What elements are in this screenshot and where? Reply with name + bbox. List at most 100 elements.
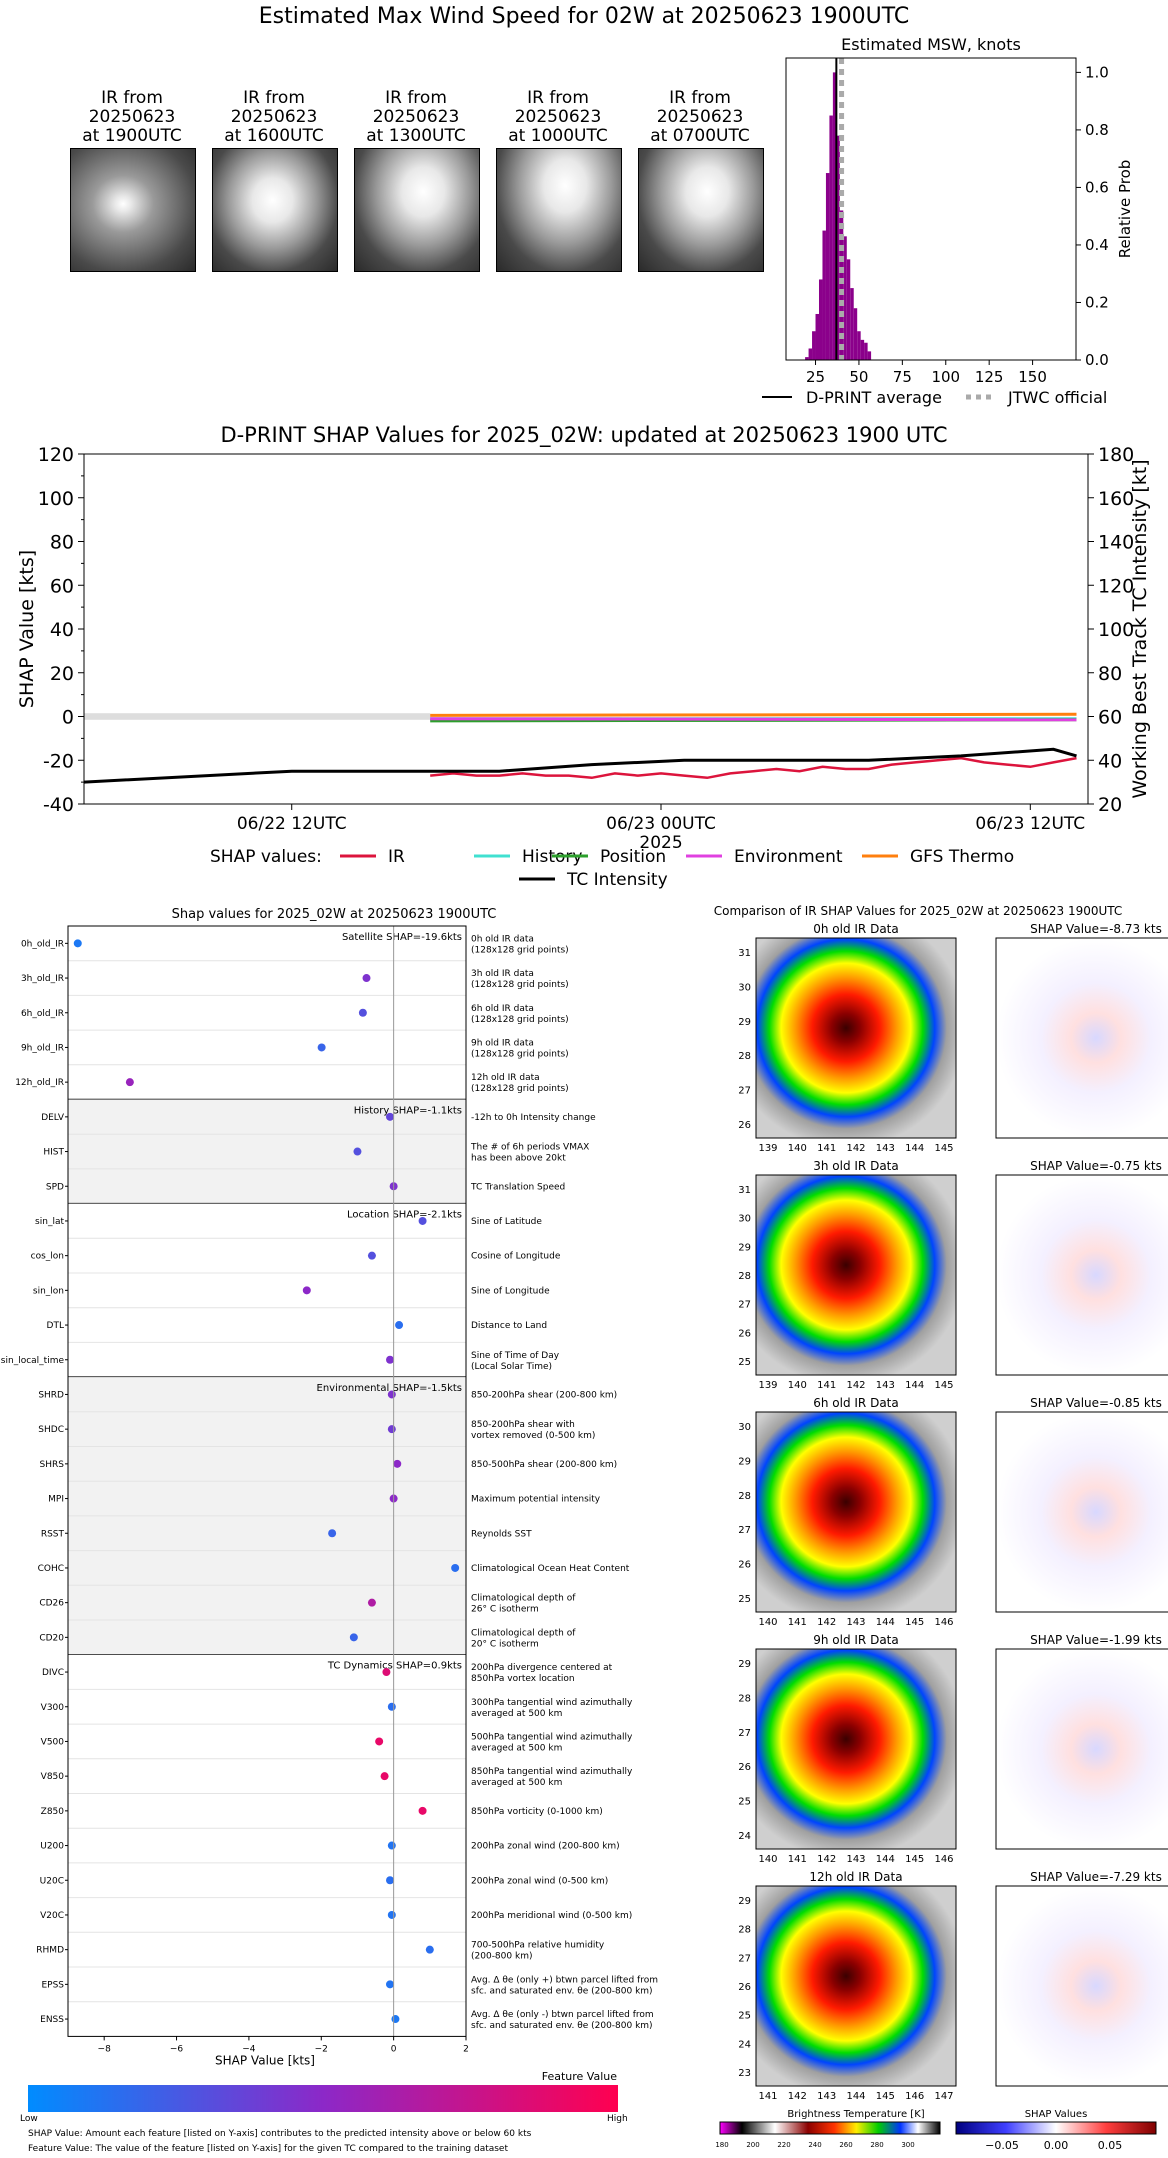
feature-description: -12h to 0h Intensity change — [471, 1113, 596, 1123]
feature-description: Cosine of Longitude — [471, 1252, 561, 1262]
histogram-bar — [832, 72, 837, 360]
feature-description: Reynolds SST — [471, 1529, 532, 1539]
histogram-bar — [808, 348, 813, 360]
shap-panel-image — [995, 1648, 1168, 1850]
feature-label: SHRS — [40, 1460, 65, 1470]
x-tick-label: 0 — [391, 2044, 397, 2054]
y2-tick-label: 20 — [1098, 794, 1122, 816]
ir-thumbnail-image — [496, 148, 622, 272]
histogram-bar — [829, 115, 833, 361]
y-tick-label: 0.4 — [1085, 236, 1109, 254]
y2-tick-label: 100 — [1098, 619, 1134, 641]
y-tick-label: 120 — [38, 444, 74, 466]
feature-description: 20° C isotherm — [471, 1639, 539, 1649]
feature-label: V20C — [40, 1911, 64, 1921]
ir-panel-title: 0h old IR Data — [813, 922, 899, 936]
y-axis-label: Relative Prob — [1116, 160, 1134, 259]
feature-shap-point — [387, 1702, 396, 1711]
feature-description: 500hPa tangential wind azimuthally — [471, 1732, 633, 1742]
feature-label: CD20 — [39, 1633, 64, 1643]
feature-shap-point — [393, 1459, 402, 1468]
ir-y-tick-label: 25 — [738, 2011, 751, 2022]
feature-label: sin_lon — [33, 1286, 64, 1296]
feature-shap-point — [302, 1286, 311, 1295]
ir-x-tick-label: 141 — [788, 1617, 807, 1628]
feature-shap-point — [349, 1633, 358, 1642]
ir-x-tick-label: 142 — [817, 1854, 836, 1865]
ir-x-tick-label: 143 — [817, 2091, 836, 2102]
feature-shap-point — [386, 1876, 395, 1885]
shap-colorbar-title: SHAP Values — [1025, 2109, 1088, 2120]
y2-tick-label: 140 — [1098, 532, 1134, 554]
histogram-bar — [857, 331, 861, 360]
feature-description: 9h old IR data — [471, 1038, 534, 1048]
ir-y-tick-label: 24 — [738, 2039, 751, 2050]
sat-panel-title-line: 20250623 — [88, 107, 176, 127]
ir-x-tick-label: 146 — [905, 2091, 924, 2102]
feature-shap-point — [380, 1772, 389, 1781]
y2-tick-label: 160 — [1098, 488, 1134, 510]
feature-shap-point — [358, 1008, 367, 1017]
colorbar-title: Feature Value — [542, 2070, 618, 2083]
y-tick-label: 100 — [38, 488, 74, 510]
ir-y-tick-label: 26 — [738, 1762, 751, 1773]
feature-description: Climatological depth of — [471, 1594, 576, 1604]
ir-y-tick-label: 25 — [738, 1594, 751, 1605]
histogram-frame — [785, 57, 1077, 361]
feature-label: SHRD — [38, 1390, 64, 1400]
x-tick-label: −2 — [315, 2044, 328, 2054]
ir-y-tick-label: 28 — [738, 1925, 751, 1936]
y-tick-label: 0.6 — [1085, 178, 1109, 196]
ir-x-tick-label: 144 — [846, 2091, 865, 2102]
feature-shap-point — [125, 1078, 134, 1087]
y-tick-label: 80 — [50, 532, 74, 554]
shap-panel-title: SHAP Value=-1.99 kts — [1030, 1633, 1162, 1647]
feature-shap-point — [425, 1945, 434, 1954]
histogram-bar — [864, 342, 868, 360]
x-tick-label: −4 — [242, 2044, 256, 2054]
feature-label: 3h_old_IR — [21, 974, 64, 984]
group-band — [68, 1203, 466, 1378]
histogram-bar — [853, 308, 858, 360]
shap-cb-tick-label: −0.05 — [985, 2139, 1019, 2152]
feature-label: sin_lat — [35, 1217, 64, 1227]
feature-description: 850hPa vortex location — [471, 1674, 575, 1684]
feature-shap-point — [367, 1598, 376, 1607]
ir-x-tick-label: 147 — [934, 2091, 953, 2102]
x-axis-label: 2025 — [639, 833, 682, 853]
series-line-ir — [430, 756, 1077, 780]
ir-thumbnail-image — [212, 148, 338, 272]
feature-description: 850hPa tangential wind azimuthally — [471, 1767, 633, 1777]
shap-cb-tick-label: 0.00 — [1044, 2139, 1069, 2152]
feature-shap-point — [386, 1980, 395, 1989]
histogram-bar — [836, 135, 840, 360]
feature-description: 850-500hPa shear (200-800 km) — [471, 1460, 617, 1470]
sat-panel-title-line: IR from — [243, 88, 305, 108]
legend-label: Environment — [734, 847, 843, 867]
feature-description: (128x128 grid points) — [471, 945, 569, 955]
feature-label: COHC — [38, 1564, 64, 1574]
ir-y-tick-label: 29 — [738, 1659, 751, 1670]
feature-label: Z850 — [41, 1807, 65, 1817]
group-band — [68, 1654, 466, 2037]
feature-description: Sine of Time of Day — [471, 1351, 560, 1361]
feature-label: RSST — [41, 1529, 65, 1539]
ir-y-tick-label: 24 — [738, 1831, 751, 1842]
ir-x-tick-label: 140 — [788, 1143, 807, 1154]
shap-panel-title: SHAP Value=-7.29 kts — [1030, 1870, 1162, 1884]
feature-description: Maximum potential intensity — [471, 1495, 601, 1505]
feature-description: has been above 20kt — [471, 1154, 566, 1164]
ir-y-tick-label: 27 — [738, 1300, 751, 1311]
shap-cb-tick-label: 0.05 — [1098, 2139, 1123, 2152]
sat-panel-title-line: 20250623 — [514, 107, 602, 127]
feature-label: RHMD — [36, 1946, 64, 1956]
feature-description: 26° C isotherm — [471, 1605, 539, 1615]
legend-label: TC Intensity — [566, 870, 668, 890]
feature-label: EPSS — [41, 1980, 64, 1990]
x-tick-label: 25 — [806, 368, 825, 386]
feature-description: averaged at 500 km — [471, 1778, 562, 1788]
ir-y-tick-label: 29 — [738, 1242, 751, 1253]
feature-description: Sine of Longitude — [471, 1286, 550, 1296]
feature-shap-point — [353, 1147, 362, 1156]
ir-x-tick-label: 141 — [758, 2091, 777, 2102]
